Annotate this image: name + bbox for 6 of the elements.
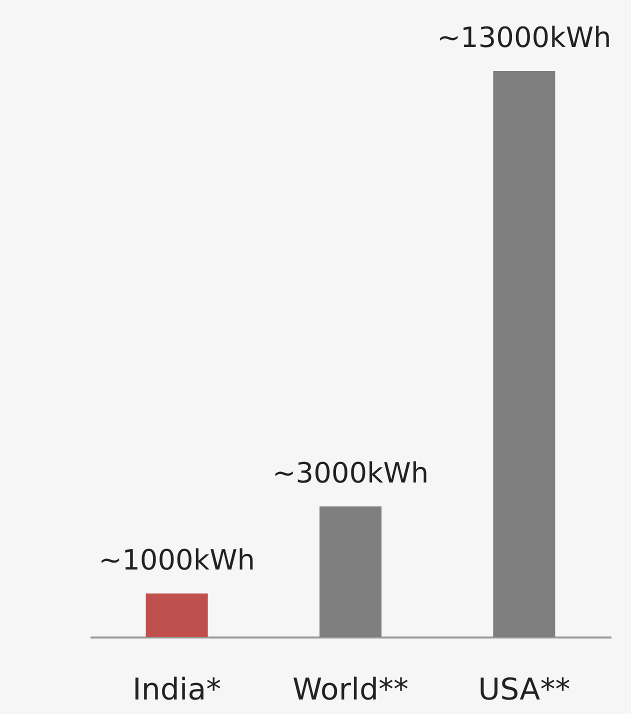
data-label: ~13000kWh	[437, 21, 612, 54]
x-tick-label: India*	[132, 672, 222, 708]
x-tick-label: USA**	[478, 672, 570, 708]
x-tick-label: World**	[292, 672, 408, 708]
data-label: ~3000kWh	[272, 456, 429, 490]
data-label: ~1000kWh	[98, 543, 256, 576]
